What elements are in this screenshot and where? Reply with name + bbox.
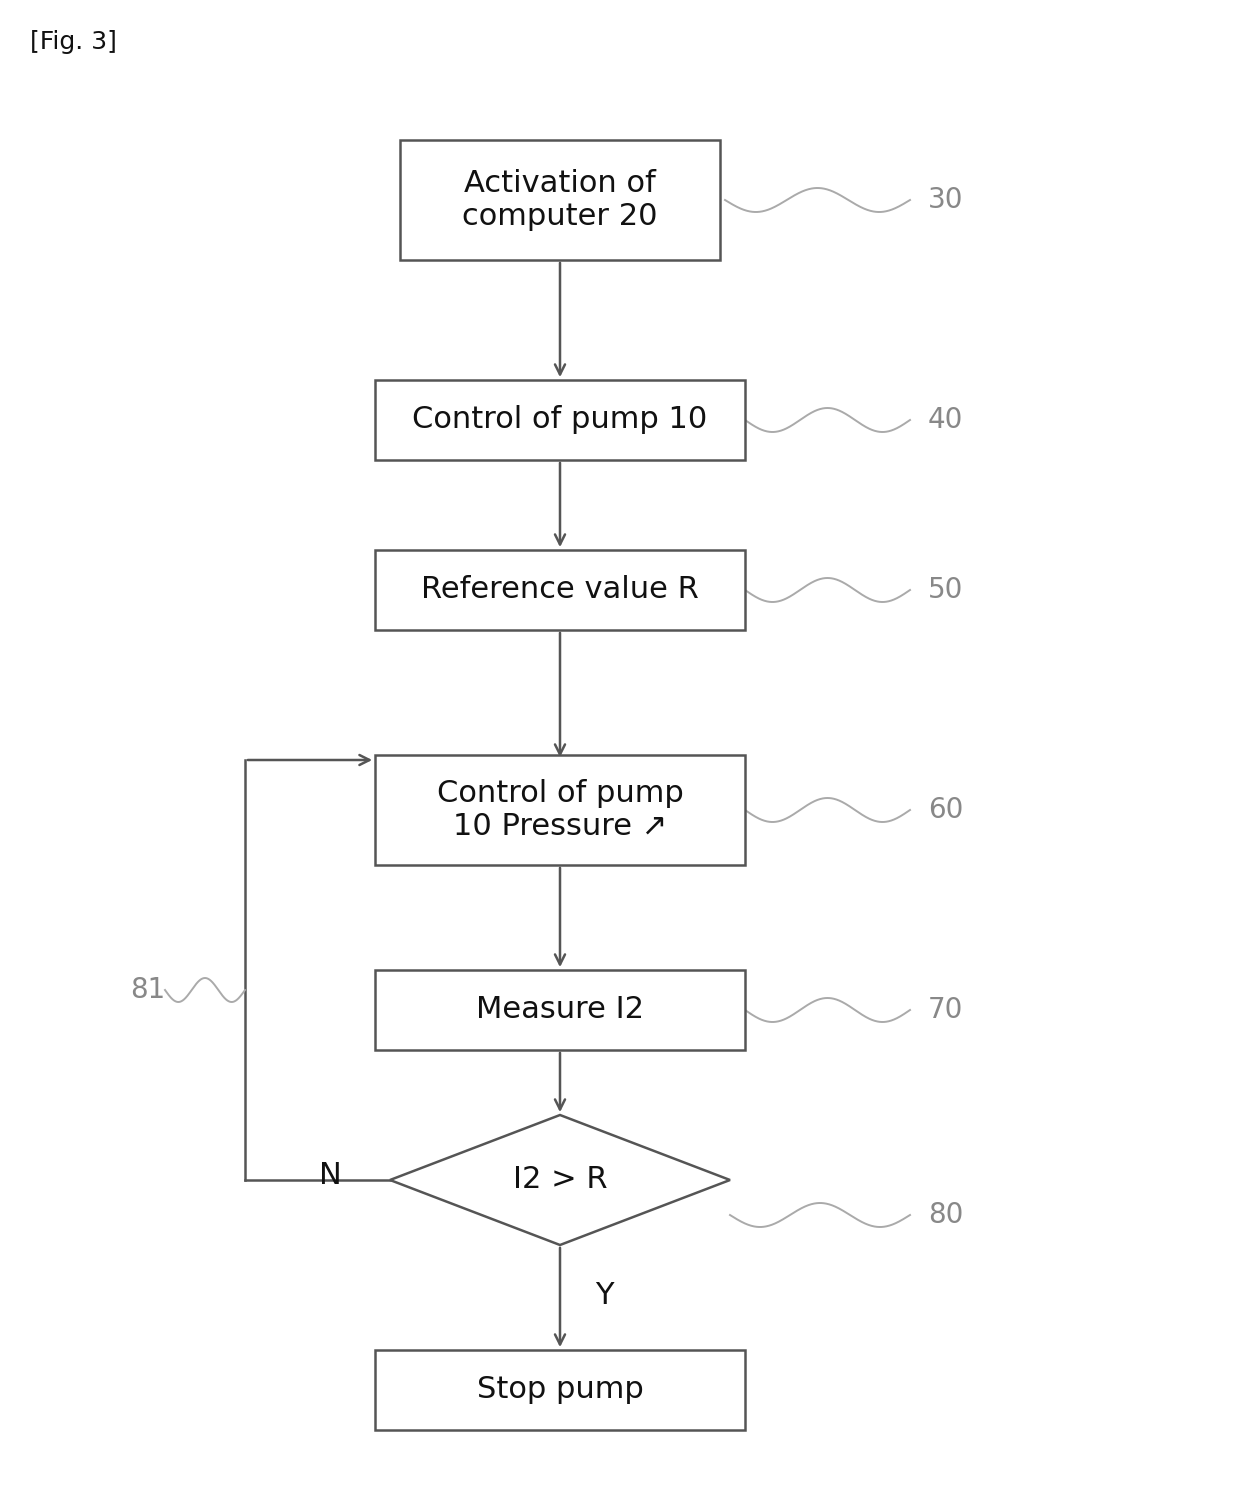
Text: Measure I2: Measure I2: [476, 996, 644, 1024]
Text: Stop pump: Stop pump: [476, 1376, 644, 1404]
Text: 50: 50: [928, 576, 963, 605]
Text: 70: 70: [928, 996, 963, 1024]
Text: Activation of
computer 20: Activation of computer 20: [463, 168, 657, 231]
Text: N: N: [319, 1160, 341, 1190]
FancyBboxPatch shape: [374, 549, 745, 630]
FancyBboxPatch shape: [374, 1351, 745, 1429]
Text: 30: 30: [928, 186, 963, 214]
Text: I2 > R: I2 > R: [512, 1166, 608, 1194]
Text: 80: 80: [928, 1202, 963, 1228]
Text: [Fig. 3]: [Fig. 3]: [30, 30, 117, 54]
Text: 81: 81: [130, 975, 165, 1004]
Text: 60: 60: [928, 797, 963, 823]
Text: Y: Y: [595, 1281, 614, 1309]
Text: Reference value R: Reference value R: [422, 576, 699, 605]
FancyBboxPatch shape: [374, 380, 745, 460]
Text: 40: 40: [928, 406, 963, 433]
Text: Control of pump
10 Pressure ↗: Control of pump 10 Pressure ↗: [436, 779, 683, 841]
Polygon shape: [391, 1115, 730, 1245]
FancyBboxPatch shape: [374, 969, 745, 1050]
FancyBboxPatch shape: [401, 140, 720, 261]
Text: Control of pump 10: Control of pump 10: [413, 405, 708, 435]
FancyBboxPatch shape: [374, 755, 745, 865]
